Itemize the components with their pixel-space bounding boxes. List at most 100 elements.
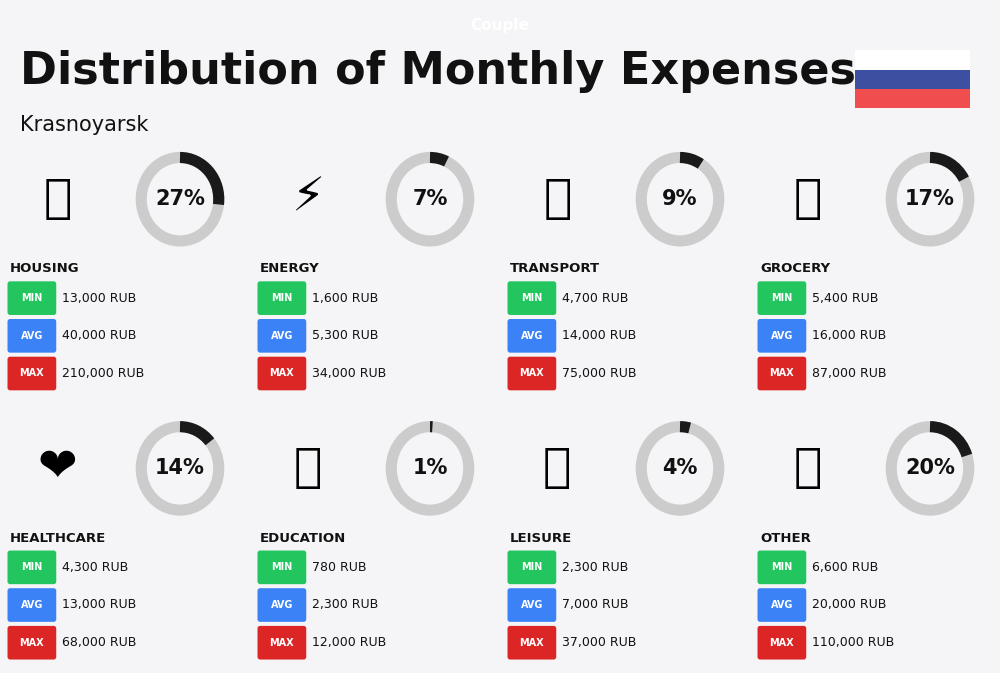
Text: OTHER: OTHER <box>760 532 811 544</box>
Text: MIN: MIN <box>21 293 42 303</box>
FancyBboxPatch shape <box>758 357 806 390</box>
Text: EDUCATION: EDUCATION <box>260 532 346 544</box>
Text: AVG: AVG <box>271 330 293 341</box>
Text: MAX: MAX <box>519 368 544 378</box>
FancyBboxPatch shape <box>758 551 806 584</box>
Text: ⚡: ⚡ <box>291 177 324 221</box>
FancyBboxPatch shape <box>258 626 306 660</box>
FancyBboxPatch shape <box>758 588 806 622</box>
Text: 14%: 14% <box>155 458 205 479</box>
FancyBboxPatch shape <box>758 626 806 660</box>
Text: AVG: AVG <box>21 600 43 610</box>
Text: 4,300 RUB: 4,300 RUB <box>62 561 129 573</box>
Text: 1,600 RUB: 1,600 RUB <box>312 291 379 304</box>
FancyBboxPatch shape <box>758 281 806 315</box>
Text: Krasnoyarsk: Krasnoyarsk <box>20 114 148 135</box>
Text: 7%: 7% <box>412 189 448 209</box>
Text: LEISURE: LEISURE <box>510 532 572 544</box>
Text: MAX: MAX <box>769 368 794 378</box>
Text: 4,700 RUB: 4,700 RUB <box>562 291 629 304</box>
FancyBboxPatch shape <box>258 588 306 622</box>
FancyBboxPatch shape <box>258 281 306 315</box>
Text: 110,000 RUB: 110,000 RUB <box>812 636 895 649</box>
Text: MIN: MIN <box>21 562 42 572</box>
Text: 6,600 RUB: 6,600 RUB <box>812 561 879 573</box>
Text: MIN: MIN <box>271 562 292 572</box>
Text: 20%: 20% <box>905 458 955 479</box>
FancyBboxPatch shape <box>258 551 306 584</box>
Text: MAX: MAX <box>769 637 794 647</box>
Bar <box>855 89 970 108</box>
Text: 1%: 1% <box>412 458 448 479</box>
Text: ENERGY: ENERGY <box>260 262 320 275</box>
FancyBboxPatch shape <box>8 626 56 660</box>
FancyBboxPatch shape <box>8 357 56 390</box>
Text: MAX: MAX <box>519 637 544 647</box>
FancyBboxPatch shape <box>8 319 56 353</box>
Text: AVG: AVG <box>521 330 543 341</box>
FancyBboxPatch shape <box>8 551 56 584</box>
FancyBboxPatch shape <box>8 281 56 315</box>
Text: MIN: MIN <box>771 562 792 572</box>
Text: 🛒: 🛒 <box>793 177 822 221</box>
Text: AVG: AVG <box>771 600 793 610</box>
Text: Couple: Couple <box>471 17 529 33</box>
Text: HEALTHCARE: HEALTHCARE <box>10 532 106 544</box>
Text: 🎓: 🎓 <box>293 446 322 491</box>
FancyBboxPatch shape <box>508 357 556 390</box>
FancyBboxPatch shape <box>508 588 556 622</box>
Text: 12,000 RUB: 12,000 RUB <box>312 636 387 649</box>
FancyBboxPatch shape <box>258 319 306 353</box>
Text: 87,000 RUB: 87,000 RUB <box>812 367 887 380</box>
Text: 👜: 👜 <box>793 446 822 491</box>
Text: 40,000 RUB: 40,000 RUB <box>62 329 137 342</box>
Text: MIN: MIN <box>521 562 542 572</box>
Text: HOUSING: HOUSING <box>10 262 80 275</box>
Text: 7,000 RUB: 7,000 RUB <box>562 598 629 611</box>
Text: MIN: MIN <box>771 293 792 303</box>
Text: 68,000 RUB: 68,000 RUB <box>62 636 137 649</box>
Text: MAX: MAX <box>19 368 44 378</box>
Text: 🏢: 🏢 <box>43 177 72 221</box>
Text: 13,000 RUB: 13,000 RUB <box>62 598 137 611</box>
Text: AVG: AVG <box>271 600 293 610</box>
Text: 16,000 RUB: 16,000 RUB <box>812 329 887 342</box>
Text: ❤️: ❤️ <box>38 446 77 491</box>
Text: 780 RUB: 780 RUB <box>312 561 367 573</box>
Text: 17%: 17% <box>905 189 955 209</box>
FancyBboxPatch shape <box>508 626 556 660</box>
Text: MAX: MAX <box>269 368 294 378</box>
Text: 5,300 RUB: 5,300 RUB <box>312 329 379 342</box>
Text: 5,400 RUB: 5,400 RUB <box>812 291 879 304</box>
Text: 34,000 RUB: 34,000 RUB <box>312 367 387 380</box>
Bar <box>855 50 970 69</box>
Text: 4%: 4% <box>662 458 698 479</box>
Text: 14,000 RUB: 14,000 RUB <box>562 329 637 342</box>
Text: 37,000 RUB: 37,000 RUB <box>562 636 637 649</box>
Text: 🚌: 🚌 <box>543 177 572 221</box>
Text: 210,000 RUB: 210,000 RUB <box>62 367 145 380</box>
Text: Distribution of Monthly Expenses: Distribution of Monthly Expenses <box>20 50 856 94</box>
Text: MAX: MAX <box>269 637 294 647</box>
Text: GROCERY: GROCERY <box>760 262 830 275</box>
FancyBboxPatch shape <box>508 551 556 584</box>
FancyBboxPatch shape <box>8 588 56 622</box>
Text: 🛍️: 🛍️ <box>543 446 572 491</box>
FancyBboxPatch shape <box>758 319 806 353</box>
FancyBboxPatch shape <box>508 281 556 315</box>
Text: 13,000 RUB: 13,000 RUB <box>62 291 137 304</box>
Text: 75,000 RUB: 75,000 RUB <box>562 367 637 380</box>
Text: TRANSPORT: TRANSPORT <box>510 262 600 275</box>
Text: AVG: AVG <box>771 330 793 341</box>
Text: 2,300 RUB: 2,300 RUB <box>312 598 379 611</box>
Text: AVG: AVG <box>21 330 43 341</box>
Text: MAX: MAX <box>19 637 44 647</box>
Text: 9%: 9% <box>662 189 698 209</box>
Text: 20,000 RUB: 20,000 RUB <box>812 598 887 611</box>
FancyBboxPatch shape <box>258 357 306 390</box>
Text: AVG: AVG <box>521 600 543 610</box>
Text: 27%: 27% <box>155 189 205 209</box>
Text: 2,300 RUB: 2,300 RUB <box>562 561 629 573</box>
Text: MIN: MIN <box>271 293 292 303</box>
Text: MIN: MIN <box>521 293 542 303</box>
